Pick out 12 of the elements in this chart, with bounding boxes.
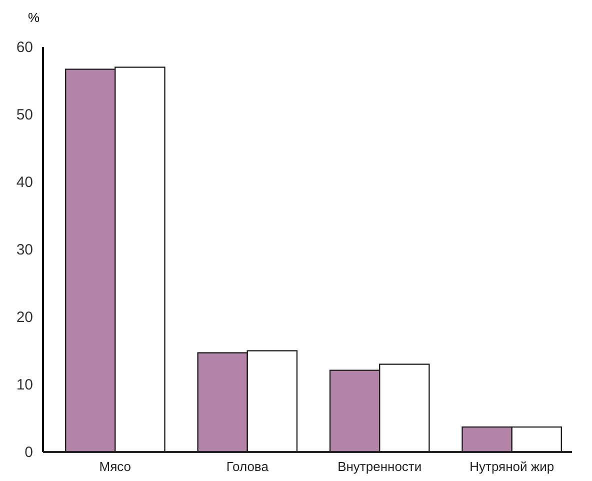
y-tick-label: 60 bbox=[16, 38, 33, 56]
x-tick-label: Нутряной жир bbox=[470, 459, 554, 474]
y-axis-title: % bbox=[28, 10, 40, 25]
y-tick-label: 10 bbox=[16, 376, 33, 394]
y-tick-label: 50 bbox=[16, 106, 33, 124]
x-tick-label: Голова bbox=[226, 459, 270, 474]
x-tick-label: Внутренности bbox=[338, 459, 422, 474]
y-tick-label: 20 bbox=[16, 308, 33, 326]
y-tick-label: 40 bbox=[16, 174, 33, 191]
y-tick-label: 0 bbox=[24, 444, 33, 461]
x-tick-label: Мясо bbox=[99, 459, 132, 474]
y-tick-label: 30 bbox=[16, 241, 33, 258]
